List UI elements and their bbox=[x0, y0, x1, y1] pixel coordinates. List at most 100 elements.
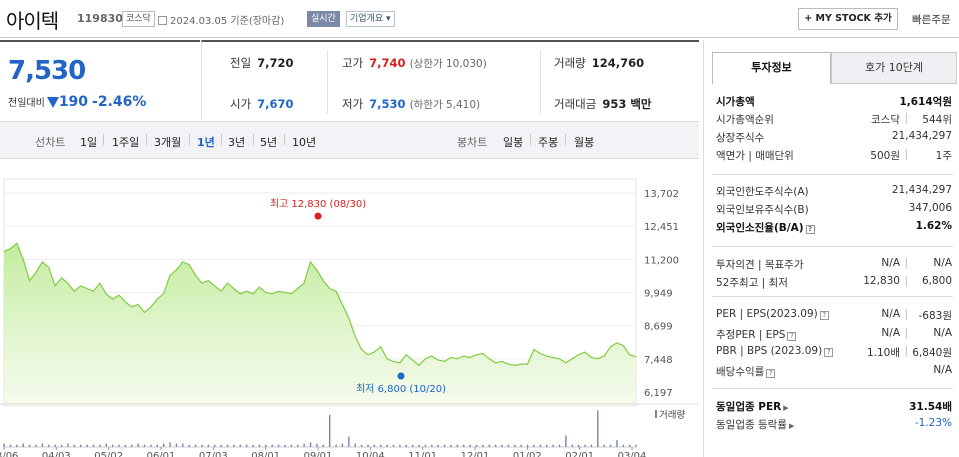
price-change: 전일대비 190 -2.46% bbox=[8, 94, 146, 110]
realtime-button[interactable]: 실시간 bbox=[307, 11, 340, 27]
invest-row-mid: N/A bbox=[881, 308, 900, 320]
x-tick-label: 05/02 bbox=[94, 451, 123, 457]
help-icon[interactable]: ? bbox=[819, 311, 829, 320]
volume-bar bbox=[622, 444, 625, 447]
invest-row-mid: 12,830 bbox=[863, 275, 900, 287]
invest-row-mid: N/A bbox=[881, 257, 900, 269]
volume-bar bbox=[335, 444, 337, 447]
help-icon[interactable]: ? bbox=[766, 368, 776, 378]
help-icon[interactable]: ? bbox=[787, 331, 797, 341]
tab-invest-info[interactable]: 투자정보 bbox=[712, 52, 831, 84]
y-tick-label: 6,197 bbox=[644, 388, 673, 399]
help-icon[interactable]: ? bbox=[805, 225, 815, 234]
volume-bar bbox=[284, 444, 286, 447]
stat-label: 시가 bbox=[230, 97, 252, 111]
divider bbox=[221, 134, 222, 145]
change-label: 전일대비 bbox=[8, 98, 45, 109]
stat-volume: 거래량 124,760 bbox=[554, 55, 644, 71]
candle-daily[interactable]: 일봉 bbox=[503, 136, 524, 149]
period-3y[interactable]: 3년 bbox=[228, 136, 246, 149]
divider: | bbox=[904, 345, 908, 357]
quick-order-button[interactable]: 빠른주문 bbox=[912, 14, 951, 26]
volume-bar bbox=[456, 444, 459, 447]
volume-bar bbox=[41, 443, 44, 447]
volume-bar bbox=[35, 444, 37, 447]
period-1y[interactable]: 1년 bbox=[197, 136, 215, 149]
company-overview-dropdown[interactable]: 기업개요 ▾ bbox=[346, 11, 395, 27]
volume-bar bbox=[341, 443, 344, 447]
help-icon[interactable]: ? bbox=[824, 348, 834, 357]
volume-bar bbox=[175, 443, 178, 447]
volume-bar bbox=[514, 444, 516, 447]
invest-panel: 투자정보 호가 10단계 시가총액 1,614억원 시가총액순위 코스닥 | 544위 상장… bbox=[710, 40, 957, 457]
divider: | bbox=[904, 275, 908, 287]
volume-bar bbox=[92, 444, 95, 447]
chart-period-tabs: 선차트 1일 1주일 3개월 1년 3년 5년 10년 봉차트 일봉 주봉 월봉 bbox=[0, 121, 699, 159]
volume-bar bbox=[99, 444, 101, 447]
period-1w[interactable]: 1주일 bbox=[112, 136, 140, 149]
volume-bar bbox=[322, 444, 324, 447]
y-tick-label: 11,200 bbox=[644, 255, 679, 266]
volume-bar bbox=[303, 443, 305, 447]
invest-row: 동일업종 등락률 ▶ -1.23% bbox=[716, 417, 952, 435]
invest-row: 시가총액순위 코스닥 | 544위 bbox=[716, 112, 952, 130]
period-3m[interactable]: 3개월 bbox=[154, 136, 182, 149]
period-5y[interactable]: 5년 bbox=[260, 136, 278, 149]
volume-bar bbox=[367, 444, 369, 447]
stat-prev: 전일 7,720 bbox=[230, 55, 294, 71]
volume-bar bbox=[431, 444, 433, 447]
volume-bar bbox=[131, 444, 133, 447]
invest-row-mid: 500원 bbox=[870, 150, 900, 162]
stat-open: 시가 7,670 bbox=[230, 96, 294, 112]
period-1d[interactable]: 1일 bbox=[80, 136, 98, 149]
divider bbox=[565, 134, 566, 145]
invest-row-label: 동일업종 PER ▶ bbox=[716, 401, 789, 413]
volume-bar bbox=[309, 442, 312, 447]
stat-value: 7,720 bbox=[257, 56, 294, 70]
change-value: 190 bbox=[58, 94, 89, 110]
volume-bar bbox=[124, 444, 127, 447]
volume-bar bbox=[201, 444, 203, 447]
volume-bar bbox=[118, 444, 120, 447]
invest-row-mid: N/A bbox=[881, 326, 900, 339]
y-tick-label: 13,702 bbox=[644, 189, 679, 200]
volume-bar bbox=[418, 444, 420, 447]
invest-tabs: 투자정보 호가 10단계 bbox=[710, 52, 957, 84]
volume-bar bbox=[214, 444, 216, 447]
volume-bar bbox=[194, 444, 197, 447]
stat-value: 7,740 bbox=[369, 56, 406, 70]
volume-bar bbox=[48, 444, 50, 447]
arrow-right-icon[interactable]: ▶ bbox=[783, 404, 789, 412]
volume-bar bbox=[494, 444, 497, 447]
volume-bar bbox=[226, 444, 229, 447]
invest-row-mid: 1.10배 bbox=[866, 347, 900, 359]
stat-low: 저가 7,530 (하한가 5,410) bbox=[342, 96, 480, 112]
volume-bar bbox=[156, 444, 159, 447]
invest-row: 외국인소진율(B/A)? 1.62% bbox=[716, 220, 952, 238]
price-chart[interactable]: 13,702 12,451 11,200 9,949 8,699 7,448 6,197 최고… bbox=[0, 160, 699, 457]
invest-row-value: 1주 bbox=[935, 150, 952, 162]
volume-bar bbox=[616, 440, 618, 447]
price-box: 7,530 전일대비 190 -2.46% bbox=[0, 40, 200, 120]
stat-high: 고가 7,740 (상한가 10,030) bbox=[342, 55, 487, 71]
y-tick-label: 7,448 bbox=[644, 355, 673, 366]
volume-bar bbox=[558, 444, 561, 447]
arrow-right-icon[interactable]: ▶ bbox=[788, 422, 795, 430]
stat-value: 124,760 bbox=[591, 56, 645, 70]
invest-row-label: PER | EPS(2023.09)? bbox=[716, 308, 829, 320]
add-mystock-button[interactable]: + MY STOCK 추가 bbox=[798, 8, 898, 30]
candle-monthly[interactable]: 월봉 bbox=[574, 136, 595, 149]
volume-bar bbox=[584, 444, 586, 447]
volume-bar bbox=[424, 444, 427, 447]
invest-row: 추정PER | EPS? N/A | N/A bbox=[716, 327, 952, 345]
x-tick-label: 08/01 bbox=[251, 451, 280, 457]
period-10y[interactable]: 10년 bbox=[292, 136, 317, 149]
invest-row-label: 시가총액순위 bbox=[716, 114, 774, 126]
price-stats: 전일 7,720 고가 7,740 (상한가 10,030) 거래량 124,760 시… bbox=[201, 40, 699, 120]
tab-order-book[interactable]: 호가 10단계 bbox=[831, 52, 957, 84]
volume-bar bbox=[239, 444, 242, 447]
divider bbox=[253, 134, 254, 145]
candle-weekly[interactable]: 주봉 bbox=[538, 136, 559, 149]
divider bbox=[540, 50, 541, 114]
x-tick-label: 07/03 bbox=[199, 451, 228, 457]
